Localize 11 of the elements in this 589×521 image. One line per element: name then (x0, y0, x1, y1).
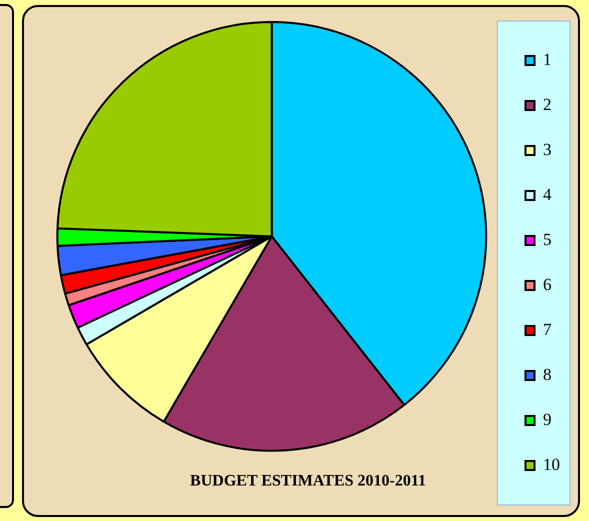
legend-label: 2 (543, 94, 552, 114)
legend-label: 6 (543, 274, 552, 294)
legend-label: 8 (543, 364, 552, 384)
legend-label: 5 (543, 230, 552, 249)
legend-label: 10 (543, 454, 560, 474)
legend-label: 4 (543, 184, 552, 204)
legend-label: 3 (543, 140, 552, 159)
legend-label: 9 (543, 410, 552, 429)
legend-label: 1 (543, 50, 552, 69)
text: BUDGET ESTIMATES 2010-2011 (190, 472, 426, 490)
legend-label: 7 (543, 320, 552, 339)
